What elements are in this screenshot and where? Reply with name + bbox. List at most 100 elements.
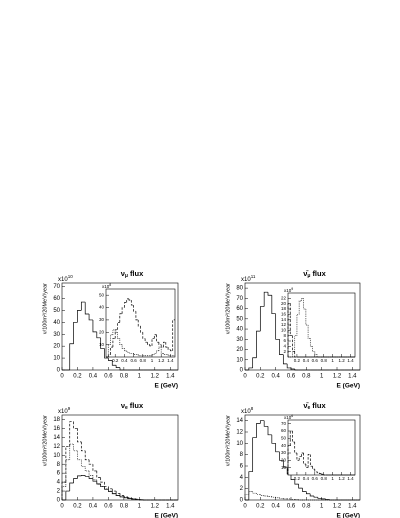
- x-tick-label: 0.6: [287, 504, 296, 510]
- x-tick-label: 0.6: [312, 476, 319, 481]
- x-tick-label: 1: [151, 358, 154, 363]
- y-multiplier-exponent: 9: [68, 406, 71, 411]
- histogram-bin: [69, 443, 74, 460]
- x-axis-label: E (GeV): [155, 513, 178, 518]
- histogram-bin: [314, 351, 318, 355]
- x-tick-label: 1: [331, 476, 334, 481]
- histogram-bin: [115, 491, 120, 494]
- panel-title: νe flux: [121, 401, 144, 411]
- histogram-bin: [267, 426, 272, 436]
- histogram-bin: [128, 352, 132, 354]
- histogram-bin: [88, 470, 93, 476]
- y-multiplier-exponent: 8: [109, 283, 111, 287]
- x-tick-label: 1.4: [166, 504, 175, 510]
- histogram-bin: [170, 349, 173, 352]
- x-tick-label: 0.2: [294, 476, 301, 481]
- histogram-bin: [156, 350, 159, 354]
- plot-frame: [61, 414, 179, 501]
- y-tick-label: 60: [281, 428, 287, 433]
- histogram-bin: [298, 484, 303, 489]
- y-multiplier-base: x10: [58, 277, 68, 283]
- histogram-bin: [252, 491, 257, 494]
- y-tick-label: 70: [281, 421, 287, 426]
- histogram-bin: [309, 454, 313, 467]
- histogram-bin: [252, 437, 257, 472]
- histogram-bin: [256, 493, 261, 495]
- histogram-bin: [73, 421, 78, 429]
- x-tick-label: 0.8: [321, 476, 328, 481]
- histogram-bin: [61, 486, 66, 500]
- y-tick-label: 10: [236, 441, 243, 447]
- title-symbol: ν̄: [303, 401, 309, 410]
- histogram-bin: [279, 497, 284, 499]
- x-tick-label: 1.2: [151, 374, 160, 380]
- x-tick-label: 0.2: [112, 358, 119, 363]
- histogram-bin: [135, 311, 139, 321]
- histogram-bin: [123, 496, 128, 499]
- x-tick-label: 0.4: [89, 504, 98, 510]
- histogram-bin: [124, 302, 127, 308]
- plot-frame: [287, 419, 356, 476]
- y-multiplier-exponent: 11: [251, 274, 256, 279]
- histogram-bin: [289, 303, 293, 337]
- histogram-bin: [271, 496, 276, 498]
- x-tick-label: 0.2: [73, 504, 82, 510]
- histogram-bin: [84, 450, 90, 461]
- y-tick-label: 18: [281, 306, 287, 311]
- histogram-bin: [110, 346, 113, 355]
- y-tick-label: 50: [53, 308, 60, 314]
- histogram-bin: [137, 319, 141, 327]
- histogram-bin: [88, 313, 93, 321]
- x-tick-label: 1: [320, 374, 324, 380]
- histogram-bin: [321, 473, 324, 475]
- histogram-bin: [158, 346, 162, 351]
- y-tick-label: 80: [236, 286, 243, 292]
- histogram-bin: [298, 456, 302, 461]
- histogram-bin: [292, 335, 295, 353]
- y-tick-label: 40: [281, 443, 287, 448]
- histogram-bin: [133, 353, 136, 355]
- histogram-bin: [156, 334, 159, 343]
- histogram-bin: [69, 343, 74, 370]
- histogram-bin: [167, 354, 171, 357]
- y-tick-label: 16: [281, 312, 287, 317]
- histogram-bin: [163, 341, 166, 348]
- x-tick-label: 0.6: [130, 358, 137, 363]
- y-tick-label: 30: [236, 337, 243, 343]
- y-tick-label: 10: [99, 342, 105, 347]
- y-multiplier-exponent: 6: [291, 414, 293, 418]
- x-tick-label: 1.2: [333, 374, 342, 380]
- y-tick-label: 8: [57, 462, 61, 468]
- x-tick-label: 0.4: [303, 476, 310, 481]
- histogram-bin: [317, 497, 322, 499]
- x-tick-label: 0.6: [104, 504, 113, 510]
- histogram-bin: [119, 495, 124, 498]
- x-tick-label: 0.4: [89, 374, 98, 380]
- histogram-bin: [271, 295, 276, 315]
- histogram-bin: [84, 302, 90, 315]
- y-tick-label: 40: [99, 305, 105, 310]
- histogram-bin: [290, 367, 295, 370]
- histogram-bin: [301, 297, 304, 301]
- y-tick-label: 12: [53, 444, 60, 450]
- histogram-bin: [142, 332, 146, 339]
- histogram-bin: [267, 496, 272, 497]
- histogram-bin: [252, 357, 257, 368]
- histogram-bin: [100, 337, 105, 349]
- histogram-bin: [65, 459, 70, 487]
- y-tick-label: 10: [53, 356, 60, 362]
- histogram-bin: [140, 326, 143, 333]
- histogram-bin: [115, 493, 120, 496]
- histogram-bin: [313, 496, 318, 498]
- y-multiplier-base: x10: [284, 415, 292, 420]
- histogram-bin: [287, 303, 291, 357]
- histogram-bin: [107, 344, 111, 357]
- histogram-bin: [88, 476, 93, 479]
- histogram-bin: [294, 351, 297, 358]
- y-tick-label: 8: [240, 452, 244, 458]
- x-tick-label: 0.8: [120, 504, 129, 510]
- y-tick-label: 20: [236, 347, 243, 353]
- histogram-bin: [144, 338, 148, 343]
- histogram-bin: [309, 493, 314, 497]
- histogram-bin: [298, 499, 303, 501]
